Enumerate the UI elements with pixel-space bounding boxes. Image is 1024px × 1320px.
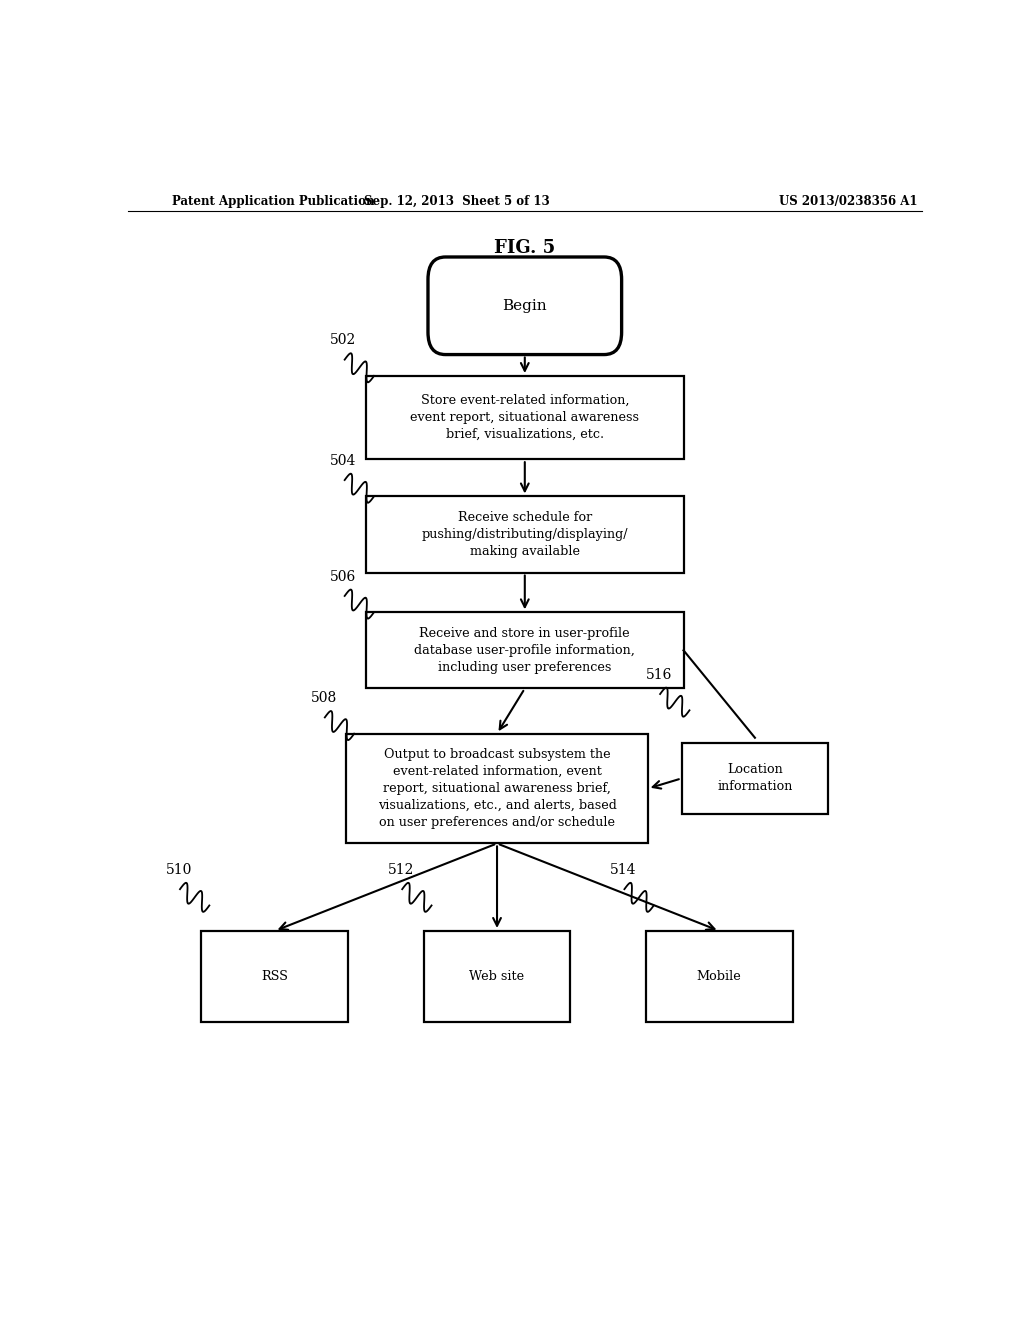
Text: Web site: Web site [469,970,524,983]
FancyBboxPatch shape [428,257,622,355]
Text: 502: 502 [331,334,356,347]
Text: Mobile: Mobile [697,970,741,983]
Bar [346,734,648,843]
Bar [367,376,684,459]
Bar [424,931,570,1022]
Bar [367,496,684,573]
Text: US 2013/0238356 A1: US 2013/0238356 A1 [778,194,918,207]
Bar [682,743,828,814]
Text: Receive schedule for
pushing/distributing/displaying/
making available: Receive schedule for pushing/distributin… [422,511,628,558]
Text: Receive and store in user-profile
database user-profile information,
including u: Receive and store in user-profile databa… [415,627,635,673]
Bar [202,931,348,1022]
Text: Patent Application Publication: Patent Application Publication [172,194,374,207]
Text: Location
information: Location information [717,763,793,793]
Text: 510: 510 [166,863,193,876]
Bar [646,931,793,1022]
Bar [367,612,684,689]
Text: Output to broadcast subsystem the
event-related information, event
report, situa: Output to broadcast subsystem the event-… [378,748,616,829]
Text: 516: 516 [646,668,672,682]
Text: 504: 504 [331,454,356,467]
Text: 508: 508 [310,692,337,705]
Text: FIG. 5: FIG. 5 [495,239,555,257]
Text: Store event-related information,
event report, situational awareness
brief, visu: Store event-related information, event r… [411,395,639,441]
Text: 514: 514 [610,863,637,876]
Text: 506: 506 [331,570,356,583]
Text: Sep. 12, 2013  Sheet 5 of 13: Sep. 12, 2013 Sheet 5 of 13 [365,194,550,207]
Text: Begin: Begin [503,298,547,313]
Text: RSS: RSS [261,970,288,983]
Text: 512: 512 [388,863,415,876]
